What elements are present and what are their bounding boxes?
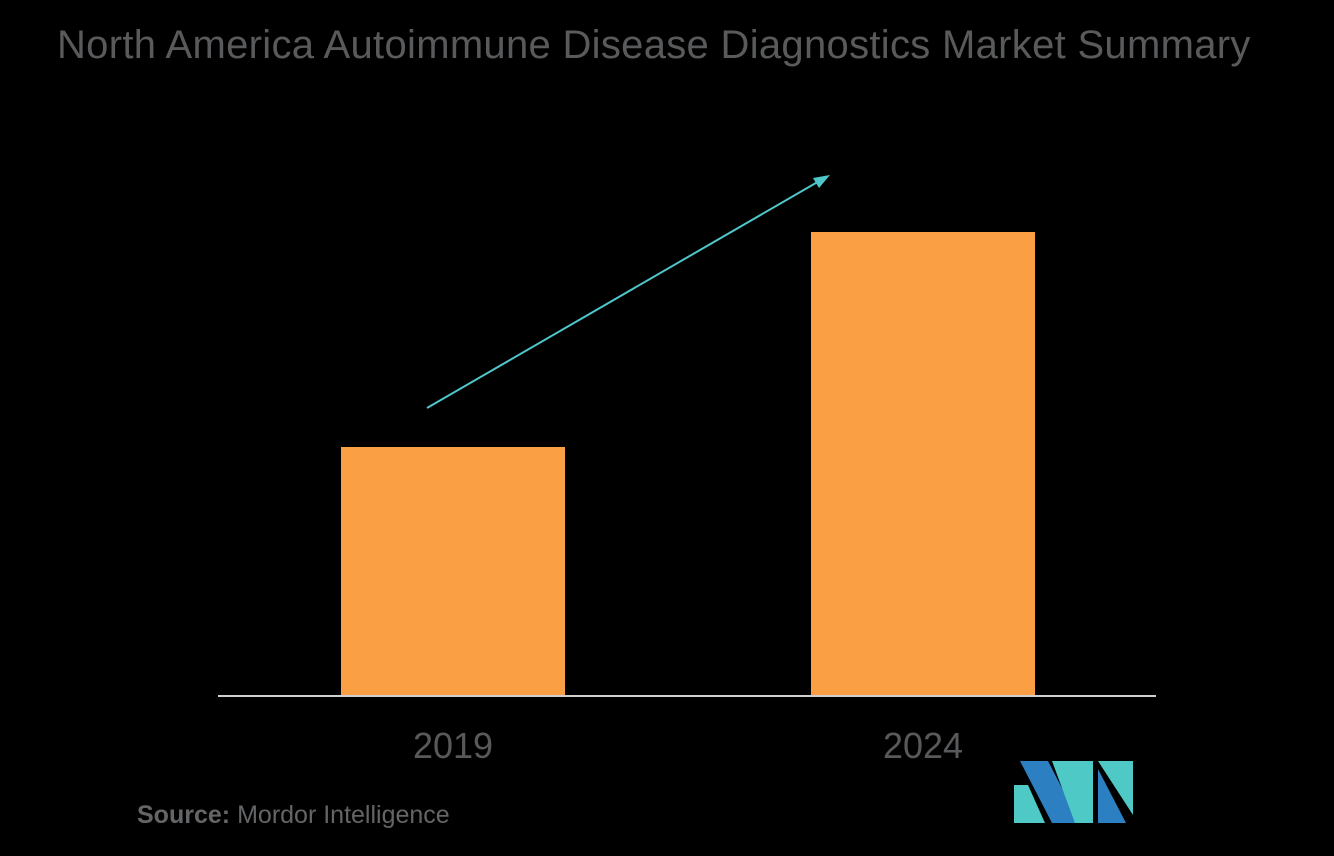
logo-blue-right-triangle bbox=[1098, 769, 1126, 823]
trend-arrow-head-icon bbox=[813, 175, 830, 188]
mordor-intelligence-logo bbox=[1014, 761, 1133, 823]
logo-teal-right-triangle bbox=[1098, 761, 1133, 815]
trend-arrow bbox=[426, 175, 830, 409]
plot-area bbox=[218, 175, 1156, 697]
source-value: Mordor Intelligence bbox=[237, 801, 450, 829]
x-axis-line bbox=[218, 695, 1156, 697]
source-label: Source: bbox=[137, 801, 231, 829]
x-tick-label-2019: 2019 bbox=[412, 725, 494, 766]
bar-2024 bbox=[811, 232, 1035, 695]
chart-title: North America Autoimmune Disease Diagnos… bbox=[57, 23, 1251, 67]
x-tick-label-2024: 2024 bbox=[882, 725, 964, 766]
source-line: Source: Mordor Intelligence bbox=[137, 800, 450, 830]
logo-blue-diagonal-stroke bbox=[1020, 761, 1080, 823]
trend-arrow-line bbox=[426, 179, 822, 409]
logo-teal-middle-stroke bbox=[1052, 761, 1093, 823]
logo-teal-bottom-left-shape bbox=[1014, 785, 1045, 823]
bar-2019 bbox=[341, 447, 565, 695]
